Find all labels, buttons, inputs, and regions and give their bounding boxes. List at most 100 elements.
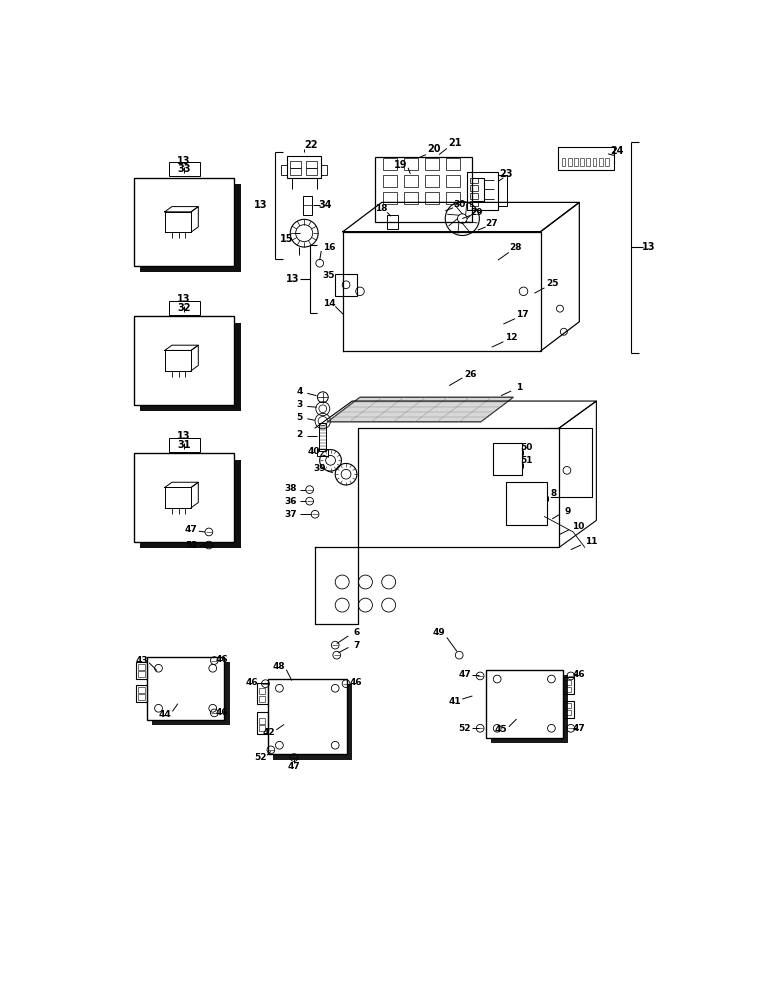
- Text: 47: 47: [572, 724, 585, 733]
- Bar: [445, 175, 459, 187]
- Text: 1: 1: [516, 383, 522, 392]
- Text: 37: 37: [284, 510, 296, 519]
- Text: 20: 20: [427, 144, 440, 154]
- Bar: [498, 175, 507, 206]
- Bar: [564, 710, 571, 715]
- Text: 47: 47: [288, 762, 300, 771]
- Bar: [586, 158, 590, 166]
- Bar: [290, 168, 301, 175]
- Text: 13: 13: [254, 200, 268, 210]
- Text: 12: 12: [505, 333, 517, 342]
- Bar: [140, 184, 241, 272]
- Bar: [138, 687, 144, 693]
- Text: 46: 46: [350, 678, 362, 687]
- Bar: [580, 158, 584, 166]
- Bar: [147, 657, 225, 720]
- Text: 23: 23: [499, 169, 513, 179]
- Text: 13: 13: [178, 156, 191, 166]
- Bar: [563, 677, 574, 694]
- Bar: [259, 725, 266, 731]
- Text: 51: 51: [520, 456, 533, 465]
- Bar: [574, 158, 577, 166]
- Text: 49: 49: [432, 628, 445, 637]
- Bar: [561, 158, 565, 166]
- Text: 3: 3: [296, 400, 303, 409]
- Bar: [563, 701, 574, 718]
- Bar: [564, 680, 571, 685]
- Text: 21: 21: [448, 138, 462, 148]
- Bar: [567, 158, 571, 166]
- Bar: [558, 147, 615, 170]
- Text: 39: 39: [313, 464, 326, 473]
- Text: 6: 6: [353, 628, 359, 637]
- Text: 15: 15: [280, 234, 294, 244]
- Text: 8: 8: [550, 489, 557, 498]
- Bar: [404, 175, 418, 187]
- Bar: [425, 158, 438, 170]
- Bar: [564, 703, 571, 708]
- Text: 16: 16: [323, 243, 335, 252]
- Bar: [470, 193, 478, 199]
- Bar: [605, 158, 609, 166]
- Text: 29: 29: [470, 208, 482, 217]
- Bar: [134, 453, 235, 542]
- Text: 46: 46: [215, 708, 229, 717]
- Text: 24: 24: [611, 146, 624, 156]
- Bar: [470, 185, 478, 191]
- Text: 47: 47: [185, 525, 198, 534]
- Text: 46: 46: [215, 654, 229, 664]
- Bar: [470, 178, 478, 183]
- Bar: [564, 687, 571, 692]
- Text: 26: 26: [464, 370, 476, 379]
- Bar: [335, 274, 357, 296]
- Bar: [404, 158, 418, 170]
- Text: 32: 32: [178, 303, 191, 313]
- Text: 25: 25: [546, 279, 558, 288]
- Bar: [259, 688, 266, 694]
- Bar: [425, 175, 438, 187]
- Text: 34: 34: [318, 200, 332, 210]
- Bar: [136, 685, 147, 702]
- Text: 40: 40: [307, 447, 320, 456]
- Text: 52: 52: [459, 724, 471, 733]
- Bar: [383, 158, 397, 170]
- Text: 46: 46: [572, 670, 585, 679]
- Bar: [138, 671, 144, 677]
- Text: 44: 44: [158, 710, 171, 719]
- Text: 50: 50: [520, 443, 533, 452]
- Bar: [425, 192, 438, 204]
- Bar: [168, 301, 200, 315]
- Bar: [259, 696, 266, 702]
- Text: 10: 10: [572, 522, 584, 531]
- Text: 36: 36: [284, 497, 296, 506]
- Text: 35: 35: [323, 271, 335, 280]
- Bar: [404, 192, 418, 204]
- Bar: [506, 482, 547, 525]
- Text: 47: 47: [459, 670, 471, 679]
- Polygon shape: [327, 397, 513, 422]
- Bar: [290, 161, 301, 168]
- Text: 17: 17: [516, 310, 529, 319]
- Bar: [493, 443, 522, 475]
- Text: 13: 13: [286, 274, 300, 284]
- Text: 5: 5: [296, 413, 303, 422]
- Bar: [134, 316, 235, 405]
- Bar: [320, 423, 327, 451]
- Text: 13: 13: [178, 294, 191, 304]
- Bar: [152, 662, 230, 725]
- Text: 52: 52: [255, 753, 267, 762]
- Bar: [138, 664, 144, 670]
- Bar: [592, 158, 597, 166]
- Text: 38: 38: [284, 484, 296, 493]
- Text: 45: 45: [495, 725, 507, 734]
- Text: 9: 9: [564, 507, 571, 516]
- Bar: [470, 201, 478, 206]
- Text: 31: 31: [178, 440, 191, 450]
- Bar: [303, 196, 312, 215]
- Bar: [140, 460, 241, 548]
- Text: 30: 30: [453, 200, 466, 209]
- Bar: [257, 683, 268, 704]
- Bar: [383, 175, 397, 187]
- Bar: [375, 157, 472, 222]
- Text: 11: 11: [584, 537, 598, 546]
